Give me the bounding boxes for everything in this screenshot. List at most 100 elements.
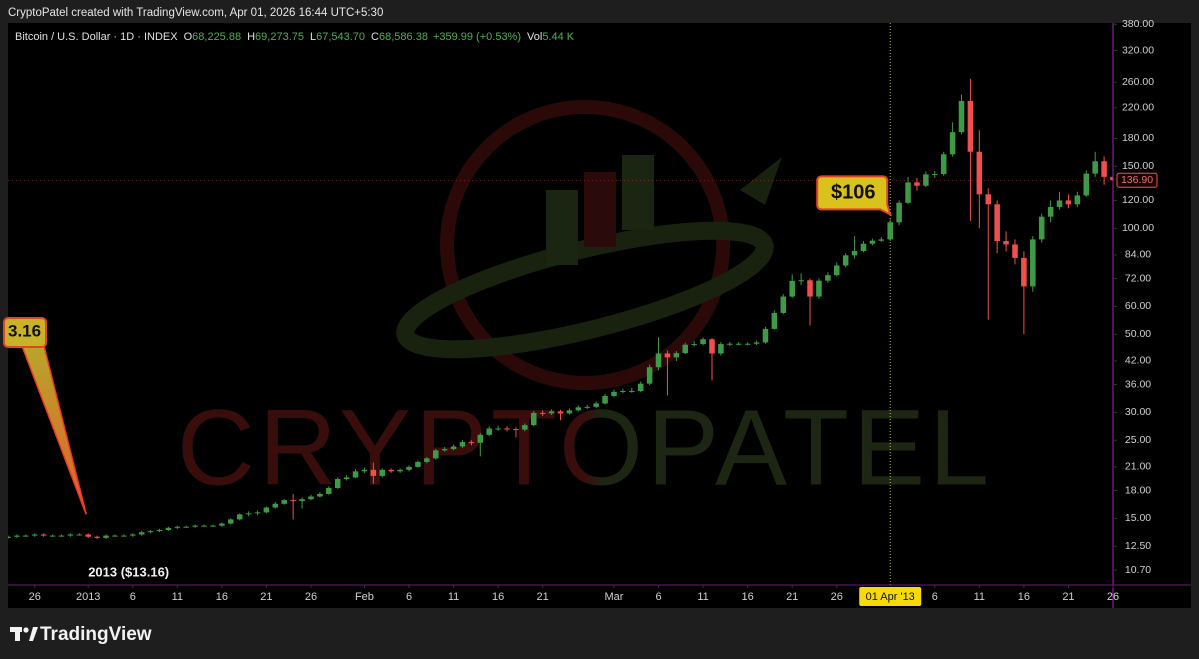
caption-bar [0,0,1199,23]
candle-body [771,312,778,329]
candle-body [326,487,332,494]
candle-body [31,534,38,536]
candle-body [281,500,288,504]
legend: Bitcoin / U.S. Dollar · 1D · INDEX O68,22… [15,31,575,43]
candle-body [860,243,867,252]
candle-body [361,469,368,472]
y-tick-label: 60.00 [1125,300,1151,312]
candle-body [949,132,956,155]
candle-body [727,343,733,345]
candle-body [397,469,403,472]
x-tick-label: 21 [537,591,549,603]
y-tick-label: 150.00 [1122,160,1154,172]
legend-value: 68,225.88 [192,31,241,43]
candle-body [878,239,885,241]
chart-area [8,23,1191,608]
candle-body [620,391,626,393]
candle-body [67,534,74,536]
x-tick-label: 6 [406,591,412,603]
y-tick-label: 50.00 [1125,328,1151,340]
candle-body [103,535,109,538]
candle-body [308,496,314,500]
candle-body [290,500,296,502]
candle-body [40,534,47,536]
candle-body [245,513,252,515]
y-tick-label: 380.00 [1122,18,1154,30]
logo-candle [546,190,578,265]
candle-body [709,339,715,354]
candle-body [1030,239,1036,287]
y-tick-label: 25.00 [1125,434,1151,446]
price-tag-label: 136.90 [1121,174,1153,186]
legend-key: H [247,31,255,43]
x-tick-label: 16 [742,591,754,603]
candle-body [23,535,29,537]
y-tick-label: 12.50 [1125,540,1151,552]
candle-body [129,534,136,536]
y-tick-label: 120.00 [1122,194,1154,206]
candle-body [1092,161,1098,174]
candle-body [869,240,876,244]
x-tick-label: 11 [697,591,708,603]
y-tick-label: 21.00 [1125,461,1151,473]
candle-body [700,339,706,345]
x-tick-label: 16 [1018,591,1030,603]
price-tag [1116,172,1158,188]
y-tick-label: 260.00 [1122,76,1154,88]
y-tick-label: 15.00 [1125,512,1151,524]
candle-body [219,523,225,526]
watermark-logo: CRYPTOPATEL [177,100,993,508]
x-tick-label: Mar [604,591,623,603]
x-tick-label: Feb [355,591,374,603]
candle-body [923,174,929,186]
x-tick-label: 6 [130,591,136,603]
crosshair-label: 01 Apr '13 [866,591,915,603]
candle-body [905,182,911,203]
candle-body [1056,200,1063,207]
candle-body [477,434,484,443]
candle-body [1083,173,1090,196]
legend-key: Vol [527,31,542,43]
candle-body [735,343,742,345]
candle-body [994,204,1000,242]
candle-body [932,174,938,176]
callout [3,317,47,348]
y-tick-label: 18.00 [1125,484,1151,496]
candle-body [557,411,564,414]
candle-body [432,450,439,459]
candle-body [744,343,751,345]
candle-body [388,469,394,472]
candle-body [825,275,831,281]
candle-body [522,425,528,430]
y-tick-label: 72.00 [1125,272,1151,284]
x-tick-label: 26 [29,591,41,603]
candle-body [504,428,510,430]
candle-body [317,493,323,497]
candle-body [789,280,795,297]
x-tick-label: 2013 [76,591,100,603]
candle-body [1065,200,1072,205]
candle-body [682,344,689,354]
candle-body [896,202,902,223]
annotation-label: 2013 ($13.16) [88,564,169,579]
crosshair-label-bg [859,587,922,606]
candle-body [272,503,279,508]
candle-body [441,449,448,451]
candle-body [833,265,840,276]
callout-text: $106 [831,182,876,204]
candle-body [1101,161,1107,177]
candle-body [655,353,662,368]
legend-change: +359.99 (+0.53%) [433,31,521,43]
logo-arrow [740,157,782,205]
candle-body [486,428,492,435]
logo-ring [440,100,730,390]
candle-body [816,280,822,297]
candle-body [85,534,91,537]
watermark: CRYPTOPATEL [177,387,993,508]
candle-body [299,499,305,502]
candle-body [379,469,386,476]
brand: TradingView [40,624,152,645]
x-tick-label: 26 [1107,591,1119,603]
logo-candle [584,172,616,247]
